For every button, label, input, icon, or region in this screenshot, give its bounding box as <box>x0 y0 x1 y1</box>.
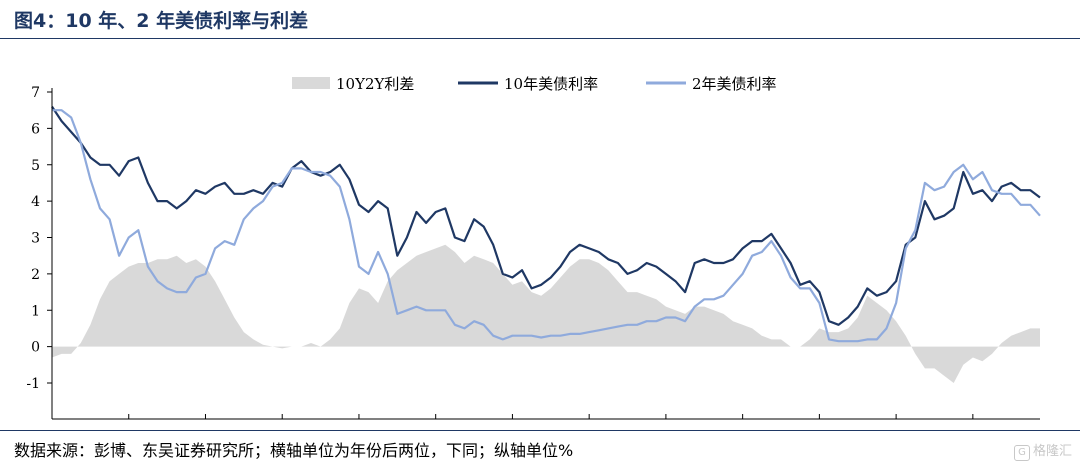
legend-label-2y: 2年美债利率 <box>692 75 777 93</box>
y-tick-label: 0 <box>31 340 40 356</box>
watermark: G 格隆汇 <box>1013 440 1072 461</box>
y-tick-label: 5 <box>31 158 40 174</box>
series-area-spread <box>52 244 1040 383</box>
source-rule <box>0 430 1080 431</box>
y-tick-label: 6 <box>31 121 40 137</box>
y-tick-label: 4 <box>31 194 40 210</box>
y-tick-label: 7 <box>31 85 40 101</box>
watermark-text: 格隆汇 <box>1032 444 1072 459</box>
series-line-10y <box>51 105 1041 326</box>
title-rule <box>0 38 1080 39</box>
legend-label-spread: 10Y2Y利差 <box>336 75 414 93</box>
y-tick-label: 2 <box>31 267 40 283</box>
y-tick-label: 3 <box>31 231 40 247</box>
chart-area: 10Y2Y利差 10年美债利率 2年美债利率 76543210-10002040… <box>26 75 1041 420</box>
watermark-logo-icon: G <box>1013 445 1030 461</box>
plot-area <box>51 105 1041 383</box>
y-tick-label: -1 <box>26 376 40 392</box>
legend-swatch-spread <box>292 77 330 89</box>
y-tick-label: 1 <box>31 303 40 319</box>
legend: 10Y2Y利差 10年美债利率 2年美债利率 <box>292 75 777 93</box>
legend-label-10y: 10年美债利率 <box>504 75 598 93</box>
chart-title: 图4：10 年、2 年美债利率与利差 <box>14 10 309 32</box>
source-note: 数据来源：彭博、东吴证券研究所；横轴单位为年份后两位，下同；纵轴单位% <box>14 441 574 460</box>
series-line-2y <box>52 109 1041 343</box>
